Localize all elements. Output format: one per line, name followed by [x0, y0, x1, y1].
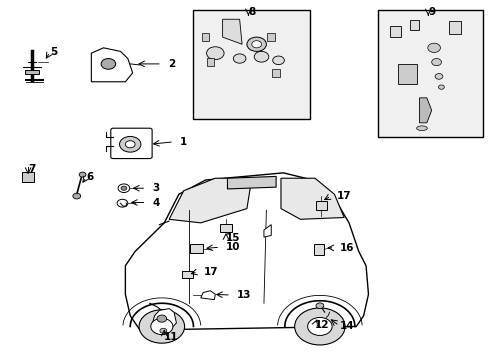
Bar	[201, 33, 209, 41]
Bar	[409, 20, 418, 30]
Circle shape	[272, 56, 284, 64]
Polygon shape	[281, 178, 344, 219]
Circle shape	[150, 318, 173, 334]
Polygon shape	[91, 48, 132, 82]
Circle shape	[315, 303, 323, 309]
Text: 10: 10	[225, 242, 240, 252]
Bar	[377, 10, 482, 137]
Text: 15: 15	[225, 233, 240, 243]
Text: 17: 17	[203, 267, 218, 277]
Polygon shape	[227, 176, 276, 189]
Circle shape	[427, 43, 440, 53]
Text: 7: 7	[28, 164, 36, 174]
Polygon shape	[222, 19, 242, 44]
FancyBboxPatch shape	[111, 128, 152, 158]
Bar	[397, 64, 416, 84]
Circle shape	[121, 186, 126, 190]
Circle shape	[125, 141, 135, 148]
Ellipse shape	[416, 126, 427, 131]
Circle shape	[307, 318, 331, 336]
Text: 8: 8	[248, 7, 255, 17]
Circle shape	[101, 59, 116, 69]
Text: 4: 4	[152, 198, 159, 207]
Bar	[193, 10, 309, 119]
Text: 16: 16	[340, 243, 354, 253]
Circle shape	[206, 47, 224, 60]
Text: 11: 11	[164, 332, 179, 342]
Bar	[267, 33, 275, 41]
Text: 14: 14	[339, 321, 353, 331]
Circle shape	[294, 308, 345, 345]
Polygon shape	[419, 98, 431, 123]
Bar	[25, 70, 39, 74]
Text: 3: 3	[152, 183, 159, 193]
Bar	[206, 58, 214, 66]
Circle shape	[139, 310, 184, 343]
Circle shape	[118, 184, 129, 193]
Circle shape	[251, 41, 261, 48]
Circle shape	[160, 328, 166, 333]
Bar	[448, 21, 460, 33]
Text: 13: 13	[236, 290, 251, 300]
Text: 12: 12	[314, 320, 329, 330]
Text: 9: 9	[427, 7, 434, 17]
Circle shape	[73, 193, 81, 199]
Bar	[220, 224, 232, 232]
Bar	[182, 271, 193, 278]
Text: 17: 17	[336, 191, 351, 201]
Bar	[389, 26, 400, 37]
Bar	[315, 202, 326, 210]
Polygon shape	[201, 291, 215, 300]
Polygon shape	[169, 178, 251, 223]
Circle shape	[233, 54, 245, 63]
Circle shape	[119, 136, 141, 152]
Circle shape	[431, 59, 441, 66]
Polygon shape	[125, 173, 368, 330]
Circle shape	[157, 315, 166, 322]
Text: 1: 1	[180, 137, 187, 147]
Polygon shape	[264, 225, 271, 237]
Text: 2: 2	[167, 59, 175, 69]
Circle shape	[434, 73, 442, 79]
Bar	[313, 244, 324, 255]
Circle shape	[246, 37, 266, 51]
Bar	[272, 68, 280, 77]
Circle shape	[117, 199, 127, 207]
Circle shape	[79, 172, 86, 177]
Polygon shape	[152, 309, 176, 328]
Bar	[189, 244, 203, 253]
Bar	[22, 172, 34, 182]
Circle shape	[438, 85, 444, 89]
Circle shape	[254, 51, 268, 62]
Text: 5: 5	[50, 47, 57, 57]
Text: 6: 6	[86, 172, 94, 182]
